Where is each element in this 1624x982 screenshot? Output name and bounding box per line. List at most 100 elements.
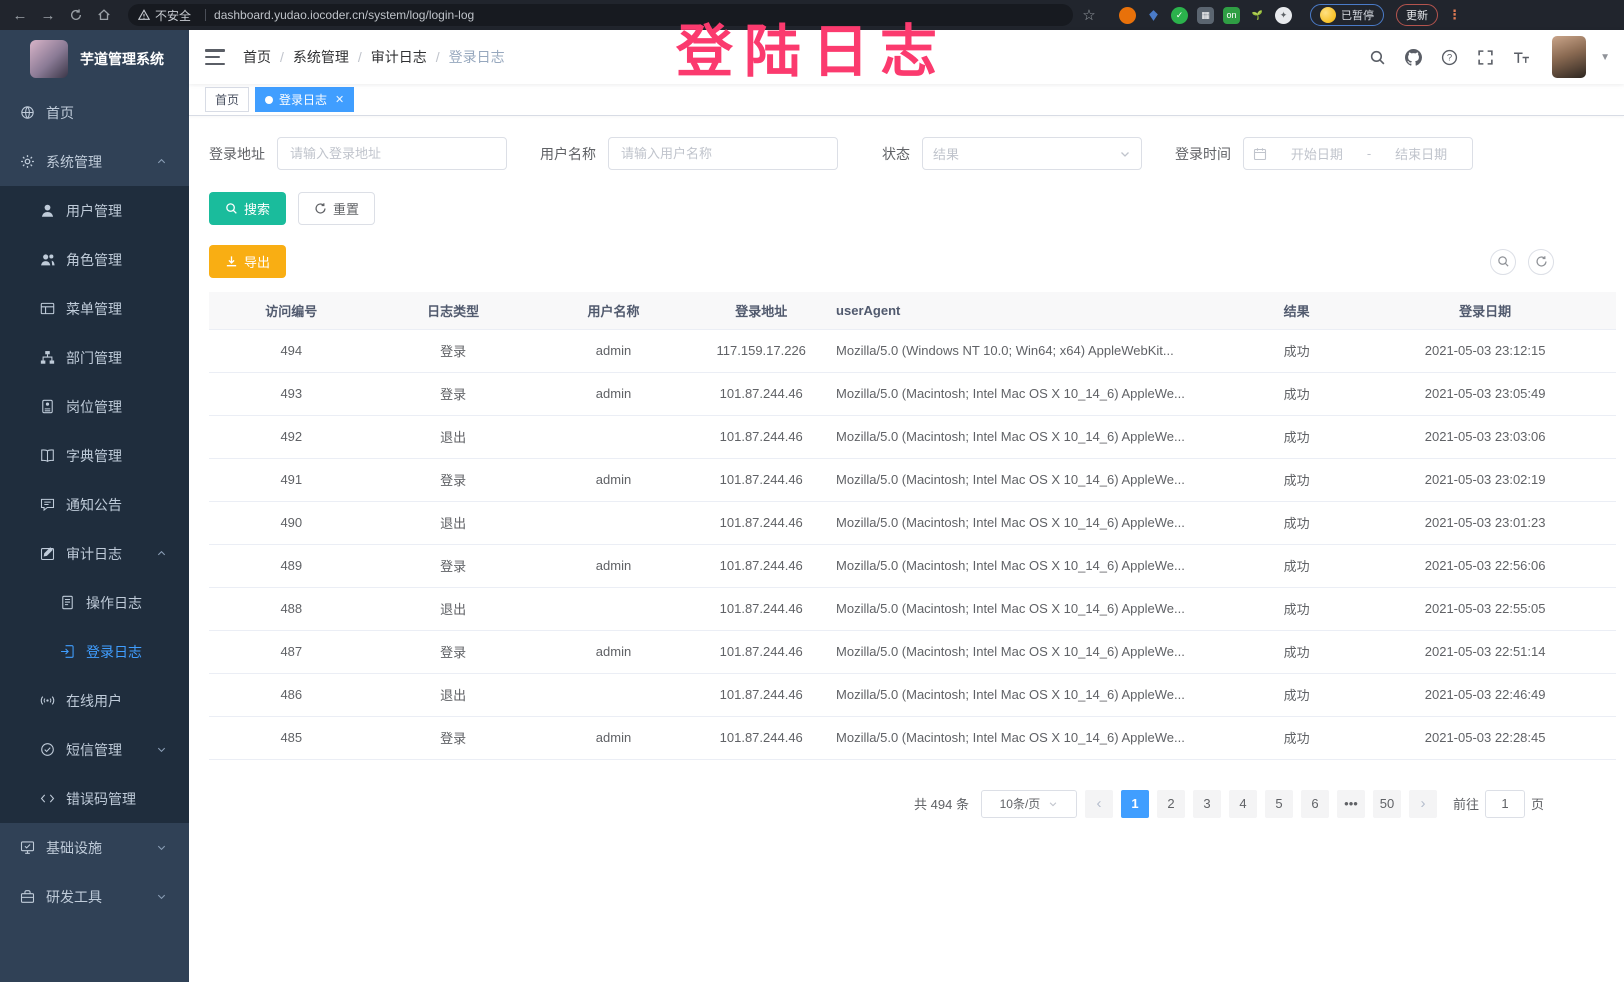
- extension-icon-2[interactable]: [1145, 7, 1162, 24]
- date-end-placeholder: 结束日期: [1395, 147, 1448, 162]
- breadcrumb-separator: /: [357, 49, 362, 65]
- column-header-结果: 结果: [1238, 292, 1355, 330]
- search-button[interactable]: 搜索: [209, 192, 287, 225]
- cell-id: 487: [209, 630, 374, 674]
- cell-ua: Mozilla/5.0 (Macintosh; Intel Mac OS X 1…: [828, 415, 1239, 459]
- code-icon: [40, 794, 55, 803]
- reset-button[interactable]: 重置: [298, 192, 376, 225]
- sidebar-item-操作日志[interactable]: 操作日志: [0, 578, 189, 627]
- login-time-range-picker[interactable]: 开始日期 - 结束日期: [1243, 137, 1473, 170]
- browser-update-button[interactable]: 更新: [1396, 4, 1438, 26]
- next-page-button[interactable]: ›: [1408, 789, 1437, 818]
- browser-profile-pill[interactable]: 已暂停: [1310, 4, 1384, 26]
- extension-icon-4[interactable]: ▦: [1197, 6, 1214, 24]
- page-button-4[interactable]: 4: [1228, 789, 1257, 818]
- prev-page-button[interactable]: ‹: [1084, 789, 1113, 818]
- github-icon[interactable]: [1400, 44, 1426, 70]
- chevron-up-icon: [157, 550, 166, 556]
- sidebar-item-系统管理[interactable]: 系统管理: [0, 137, 189, 186]
- status-label: 状态: [882, 145, 910, 162]
- cell-id: 486: [209, 673, 374, 717]
- sidebar-item-在线用户[interactable]: 在线用户: [0, 676, 189, 725]
- page-button-1[interactable]: 1: [1120, 789, 1149, 818]
- extension-icon-5[interactable]: on: [1223, 6, 1240, 24]
- table-row: 494 登录 admin 117.159.17.226 Mozilla/5.0 (Win…: [209, 329, 1616, 373]
- username-input[interactable]: [608, 137, 838, 170]
- chevron-down-icon: [157, 894, 166, 900]
- table-header-row: 访问编号 日志类型 用户名称 登录地址 userAgent 结果 登录日期: [209, 292, 1616, 330]
- cell-user: admin: [532, 372, 695, 416]
- sidebar-item-通知公告[interactable]: 通知公告: [0, 480, 189, 529]
- tag-登录日志[interactable]: 登录日志 ✕: [255, 87, 355, 112]
- table-row: 492 退出 101.87.244.46 Mozilla/5.0 (Macintosh…: [209, 415, 1616, 459]
- sidebar-item-首页[interactable]: 首页: [0, 88, 189, 137]
- browser-back-icon[interactable]: ←: [12, 6, 28, 24]
- tag-首页[interactable]: 首页: [205, 87, 250, 112]
- login-time-label: 登录时间: [1175, 145, 1231, 162]
- user-avatar[interactable]: [1552, 36, 1587, 78]
- extension-icon-3[interactable]: ✓: [1171, 6, 1188, 24]
- goto-page-input[interactable]: [1484, 789, 1525, 818]
- sidebar-item-基础设施[interactable]: 基础设施: [0, 823, 189, 872]
- sidebar-item-菜单管理[interactable]: 菜单管理: [0, 284, 189, 333]
- date-separator: -: [1366, 146, 1372, 161]
- page-button-3[interactable]: 3: [1192, 789, 1221, 818]
- sidebar-item-错误码管理[interactable]: 错误码管理: [0, 774, 189, 823]
- warning-triangle-icon: [138, 9, 150, 20]
- sidebar-item-字典管理[interactable]: 字典管理: [0, 431, 189, 480]
- toggle-search-button[interactable]: [1490, 248, 1516, 275]
- help-icon[interactable]: ?: [1436, 44, 1462, 70]
- browser-chrome: ← → 不安全 dashboard.yudao.iocoder.cn/syste…: [0, 0, 1624, 30]
- table-row: 493 登录 admin 101.87.244.46 Mozilla/5.0 (Maci…: [209, 372, 1616, 416]
- extension-icon-6[interactable]: 🌱: [1251, 9, 1264, 20]
- extension-icon-7[interactable]: ✦: [1275, 6, 1292, 24]
- chevron-down-icon[interactable]: ▼: [1600, 51, 1610, 63]
- app-logo-row[interactable]: 芋道管理系统: [0, 30, 189, 88]
- users-icon: [41, 254, 55, 266]
- browser-forward-icon[interactable]: →: [40, 6, 56, 24]
- fullscreen-icon[interactable]: [1472, 44, 1498, 70]
- breadcrumb-item-审计日志[interactable]: 审计日志: [370, 49, 427, 65]
- security-warning[interactable]: 不安全: [138, 7, 191, 24]
- sidebar-item-部门管理[interactable]: 部门管理: [0, 333, 189, 382]
- search-icon: [226, 203, 237, 214]
- page-button-6[interactable]: 6: [1300, 789, 1329, 818]
- org-tree-icon: [40, 351, 55, 364]
- sidebar-item-角色管理[interactable]: 角色管理: [0, 235, 189, 284]
- status-select[interactable]: 结果: [922, 137, 1142, 170]
- sidebar-item-审计日志[interactable]: 审计日志: [0, 529, 189, 578]
- sidebar-item-岗位管理[interactable]: 岗位管理: [0, 382, 189, 431]
- sidebar-item-研发工具[interactable]: 研发工具: [0, 872, 189, 921]
- font-size-icon[interactable]: [1508, 44, 1534, 70]
- browser-home-icon[interactable]: [92, 3, 116, 27]
- browser-reload-icon[interactable]: [64, 3, 88, 27]
- hamburger-icon[interactable]: [205, 49, 225, 65]
- search-icon[interactable]: [1364, 44, 1390, 70]
- sidebar-item-label: 岗位管理: [66, 398, 122, 415]
- cell-ua: Mozilla/5.0 (Macintosh; Intel Mac OS X 1…: [828, 673, 1239, 717]
- table-body: 494 登录 admin 117.159.17.226 Mozilla/5.0 (Win…: [209, 329, 1616, 760]
- breadcrumb-item-系统管理[interactable]: 系统管理: [292, 49, 349, 65]
- page-button-5[interactable]: 5: [1264, 789, 1293, 818]
- page-button-50[interactable]: 50: [1372, 789, 1401, 818]
- bookmark-star-icon[interactable]: ☆: [1082, 7, 1096, 24]
- url-bar[interactable]: 不安全 dashboard.yudao.iocoder.cn/system/lo…: [128, 4, 1073, 26]
- more-pages-button[interactable]: •••: [1336, 789, 1365, 818]
- breadcrumb-item-首页[interactable]: 首页: [243, 49, 271, 65]
- sidebar-item-用户管理[interactable]: 用户管理: [0, 186, 189, 235]
- page-button-2[interactable]: 2: [1156, 789, 1185, 818]
- close-icon[interactable]: ✕: [335, 94, 345, 106]
- export-button[interactable]: 导出: [209, 245, 287, 278]
- login-address-input[interactable]: [277, 137, 507, 170]
- sidebar-item-登录日志[interactable]: 登录日志: [0, 627, 189, 676]
- sidebar-item-label: 研发工具: [46, 888, 102, 905]
- cell-ua: Mozilla/5.0 (Macintosh; Intel Mac OS X 1…: [828, 544, 1239, 588]
- content: 登录地址 用户名称 状态 结果 登: [189, 116, 1624, 982]
- page-size-select[interactable]: 10条/页: [980, 789, 1077, 818]
- extension-icon-1[interactable]: [1119, 6, 1136, 24]
- breadcrumb-separator: /: [435, 49, 440, 65]
- sidebar-item-短信管理[interactable]: 短信管理: [0, 725, 189, 774]
- browser-menu-icon[interactable]: ⋮: [1448, 7, 1461, 22]
- refresh-table-button[interactable]: [1528, 248, 1554, 275]
